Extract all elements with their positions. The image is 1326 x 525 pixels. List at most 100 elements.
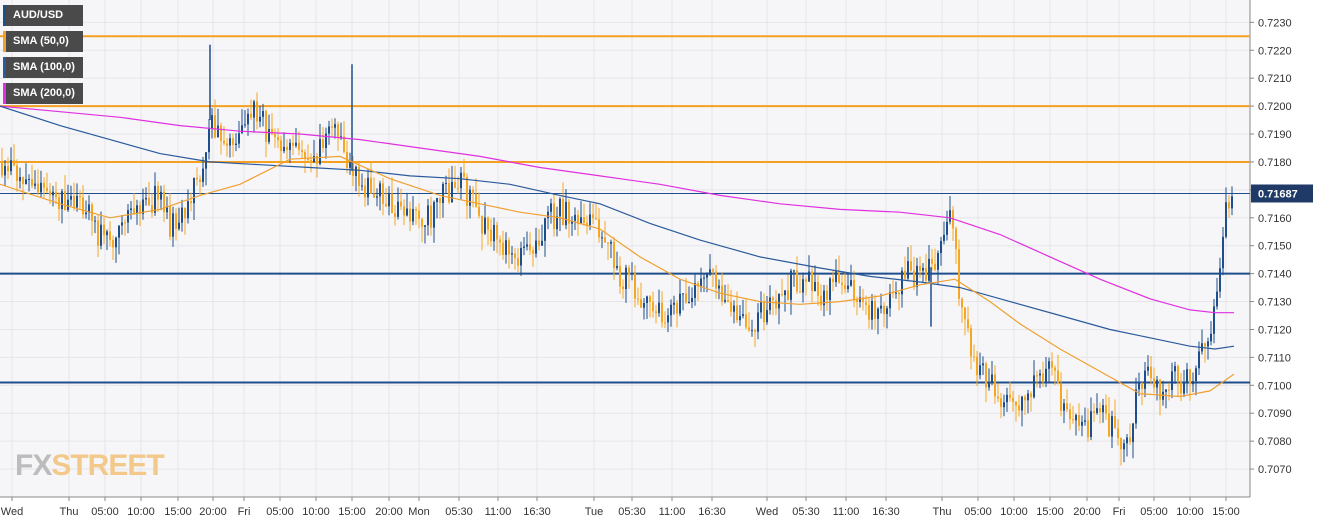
candle-down [781, 294, 783, 296]
candle-up [1183, 383, 1185, 394]
candle-up [142, 199, 144, 214]
candle-down [973, 356, 975, 358]
candle-down [307, 158, 309, 160]
legend-item-sma200[interactable]: SMA (200,0) [3, 83, 83, 104]
legend-item-sma100[interactable]: SMA (100,0) [3, 57, 83, 78]
candle-down [13, 160, 15, 166]
candle-down [736, 305, 738, 321]
candle-down [592, 214, 594, 219]
y-tick-label: 0.7140 [1258, 269, 1292, 281]
x-tick-label: 15:00 [1212, 506, 1240, 518]
candle-up [445, 182, 447, 184]
candle-up [424, 225, 426, 227]
candle-up [706, 274, 708, 278]
candle-down [862, 297, 864, 303]
candle-down [529, 244, 531, 251]
candle-down [754, 330, 756, 332]
candle-down [865, 302, 867, 306]
candle-up [1021, 396, 1023, 411]
candle-up [1132, 423, 1134, 443]
candle-down [487, 217, 489, 230]
x-tick-label: 05:00 [266, 506, 294, 518]
candle-up [1027, 393, 1029, 401]
candle-down [73, 196, 75, 208]
candle-up [1207, 341, 1209, 347]
candle-down [730, 301, 732, 312]
legend-swatch [3, 5, 6, 26]
candle-down [898, 292, 900, 295]
candle-up [658, 302, 660, 314]
candle-down [358, 166, 360, 187]
candle-down [1060, 383, 1062, 411]
candle-down [517, 258, 519, 266]
candle-down [298, 142, 300, 150]
candle-up [946, 221, 948, 235]
candle-up [1171, 371, 1173, 391]
candle-down [490, 229, 492, 242]
candle-down [772, 297, 774, 301]
candle-up [160, 191, 162, 200]
candle-down [133, 208, 135, 214]
candle-down [331, 126, 333, 128]
candle-down [1009, 394, 1011, 398]
legend-item-sma50[interactable]: SMA (50,0) [3, 31, 83, 52]
candle-up [1081, 421, 1083, 426]
candle-down [562, 198, 564, 226]
candle-down [226, 143, 228, 146]
candle-up [67, 199, 69, 211]
candle-up [991, 374, 993, 382]
candle-down [532, 250, 534, 254]
candle-up [166, 206, 168, 213]
x-tick-label: 11:00 [833, 506, 860, 518]
candle-up [313, 156, 315, 163]
candle-down [199, 179, 201, 182]
candle-down [1228, 202, 1230, 209]
candle-up [76, 195, 78, 208]
candle-up [433, 202, 435, 228]
candle-up [229, 138, 231, 146]
candle-down [958, 249, 960, 299]
candle-down [874, 300, 876, 319]
candle-up [1006, 394, 1008, 403]
candle-down [220, 125, 222, 141]
candle-up [484, 217, 486, 234]
x-tick-label: 16:30 [698, 506, 726, 518]
candle-up [436, 198, 438, 203]
legend-swatch [3, 57, 6, 78]
candle-up [808, 271, 810, 282]
candle-down [481, 215, 483, 234]
candle-up [238, 133, 240, 144]
candle-down [421, 218, 423, 227]
candle-up [1210, 333, 1212, 342]
candle-up [778, 294, 780, 309]
candle-up [703, 277, 705, 279]
candle-up [202, 168, 204, 182]
candle-up [694, 283, 696, 299]
candle-down [7, 166, 9, 172]
legend-item-audusd[interactable]: AUD/USD [3, 5, 83, 26]
x-tick-label: 10:00 [127, 506, 155, 518]
candle-up [724, 299, 726, 302]
candle-up [979, 365, 981, 376]
candle-down [817, 282, 819, 296]
candle-up [700, 278, 702, 287]
candle-down [472, 189, 474, 195]
x-tick-label: Thu [933, 506, 952, 518]
candle-down [1024, 396, 1026, 401]
x-tick-label: Fri [1113, 506, 1126, 518]
candle-down [748, 327, 750, 331]
candle-up [766, 310, 768, 323]
candle-up [283, 146, 285, 152]
candle-down [1093, 411, 1095, 413]
candle-up [1174, 366, 1176, 372]
candle-down [1078, 414, 1080, 426]
candle-down [163, 191, 165, 213]
candle-up [889, 292, 891, 309]
y-tick-label: 0.7190 [1258, 129, 1292, 141]
candle-up [751, 330, 753, 332]
candle-down [904, 270, 906, 279]
candle-up [802, 279, 804, 293]
candle-down [1057, 370, 1059, 384]
candle-down [652, 301, 654, 312]
candle-up [556, 216, 558, 230]
